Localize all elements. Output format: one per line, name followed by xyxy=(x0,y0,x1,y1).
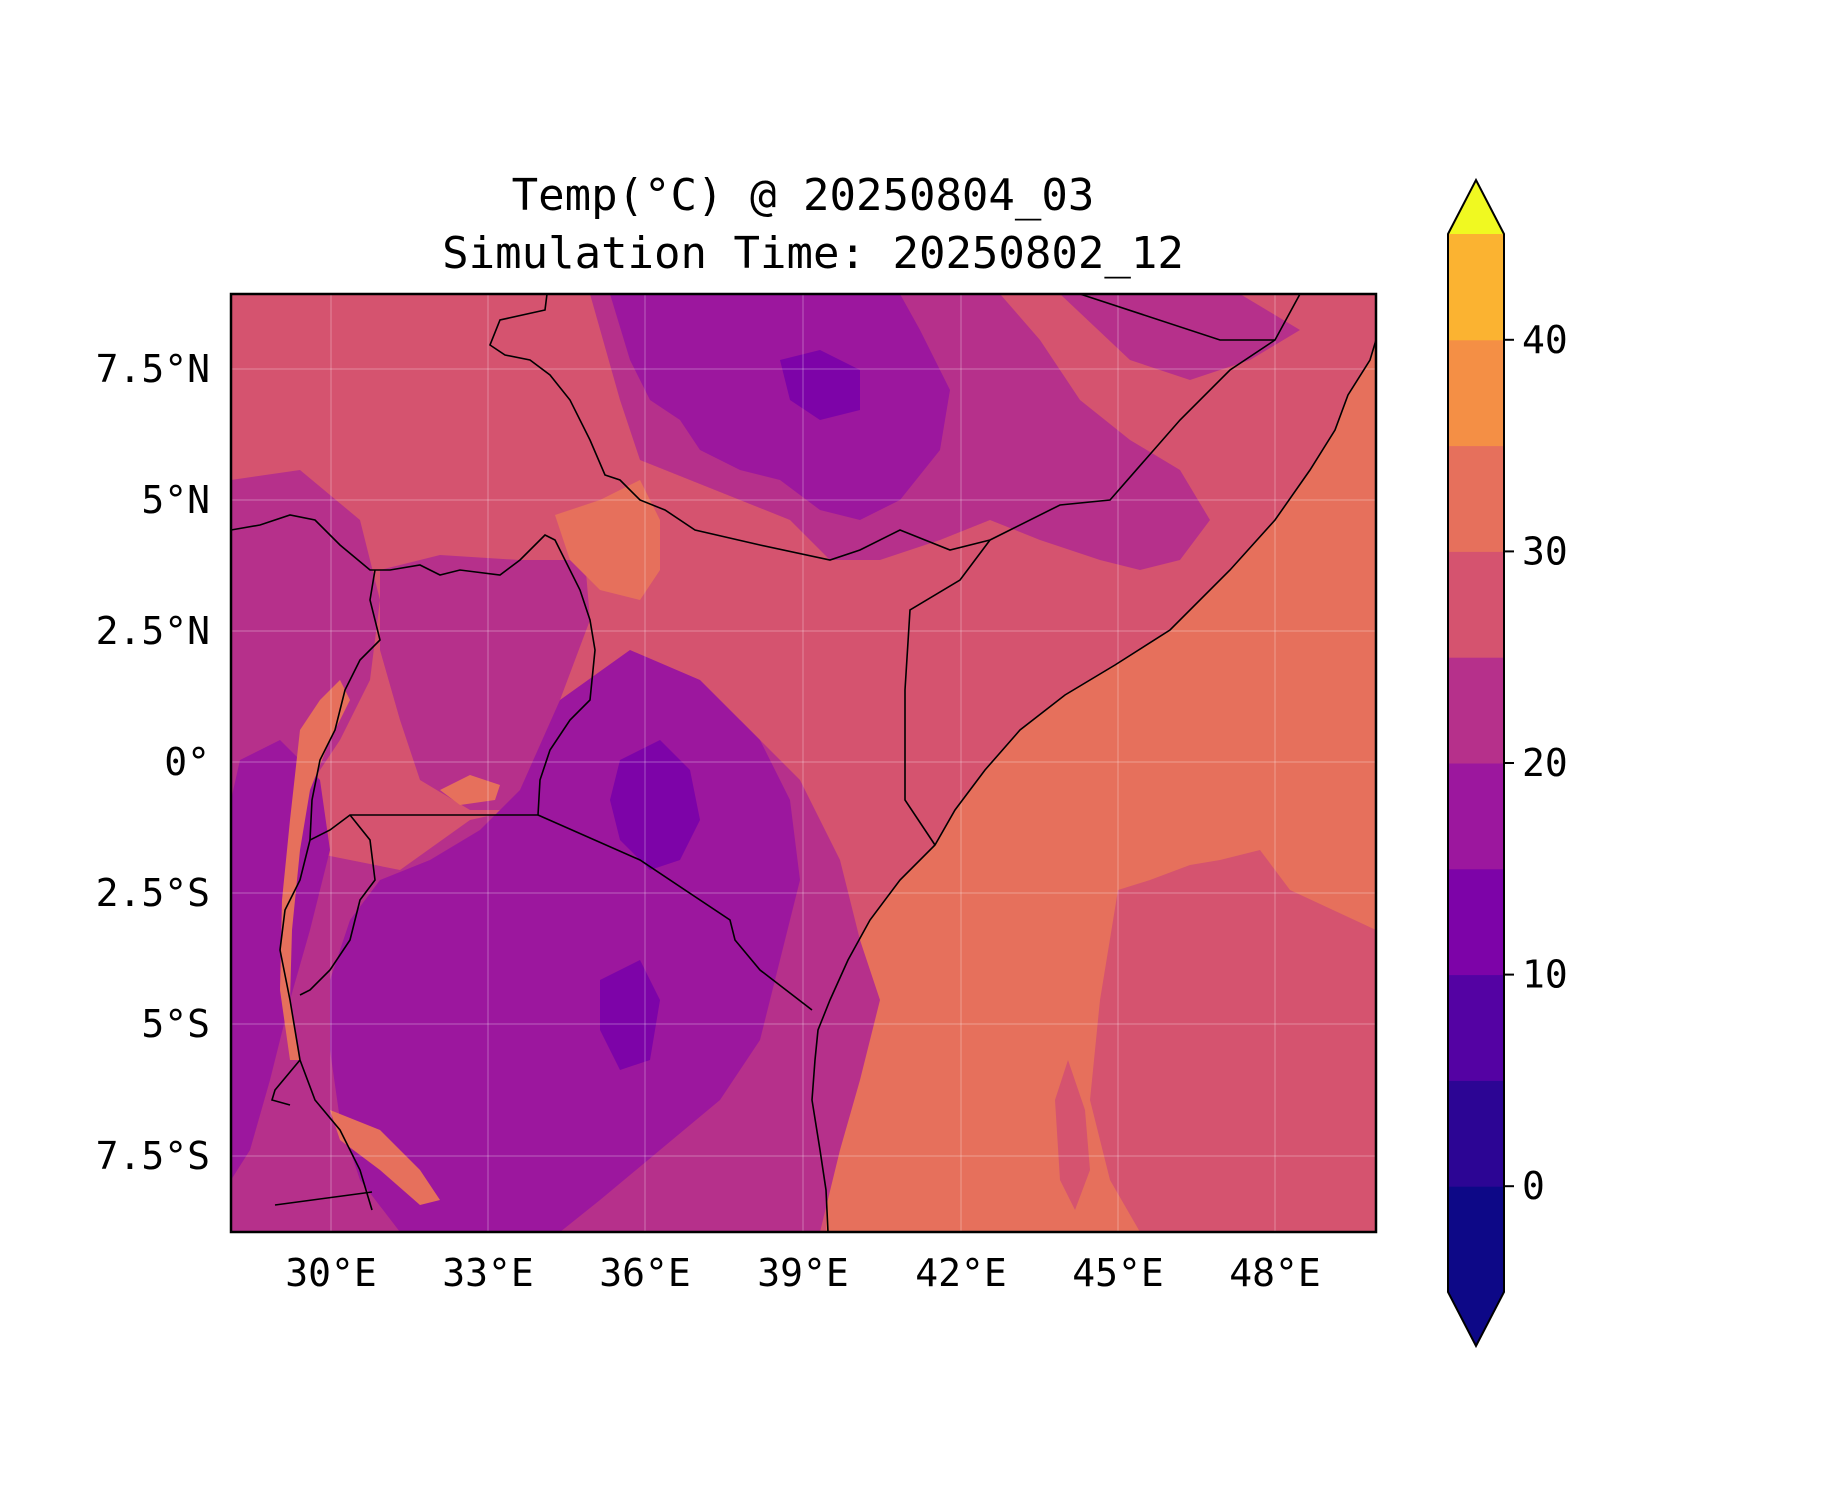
colorbar-tick-label: 20 xyxy=(1522,741,1568,785)
colorbar-tick-label: 30 xyxy=(1522,529,1568,573)
map-frame xyxy=(229,292,1378,1234)
colorbar-band xyxy=(1448,551,1504,658)
colorbar-band xyxy=(1448,1186,1504,1293)
map-gridlines xyxy=(231,294,1376,1232)
colorbar-band xyxy=(1448,868,1504,976)
field-25-30-turkana xyxy=(555,480,660,600)
colorbar-extend-high xyxy=(1448,180,1504,234)
lon-tick-33E: 33°E xyxy=(442,1251,534,1295)
colorbar: 0 10 20 30 40 xyxy=(1447,177,1568,1349)
colorbar-band xyxy=(1448,763,1504,870)
lat-tick-5S: 5°S xyxy=(141,1002,210,1046)
lon-tick-39E: 39°E xyxy=(757,1251,849,1295)
field-10-15-ethiopia xyxy=(610,294,950,520)
field-10-15-rift-west xyxy=(231,740,330,1180)
field-5-10-ethiopia xyxy=(780,350,860,420)
ocean-cool-patch xyxy=(1090,850,1376,1232)
lon-tick-45E: 45°E xyxy=(1072,1251,1164,1295)
field-25-30-south-strip xyxy=(330,1110,440,1205)
field-15-20-somalia-ne xyxy=(1060,294,1300,380)
colorbar-extend-low xyxy=(1448,1292,1504,1346)
colorbar-band xyxy=(1448,339,1504,447)
colorbar-band xyxy=(1448,445,1504,552)
lat-tick-2-5N: 2.5°N xyxy=(96,609,210,653)
colorbar-tick-label: 40 xyxy=(1522,318,1568,362)
ocean-cool-lobe xyxy=(1055,1060,1090,1210)
lat-tick-2-5S: 2.5°S xyxy=(96,871,210,915)
map-panel xyxy=(231,294,1376,1232)
lat-tick-labels: 7.5°N 5°N 2.5°N 0° 2.5°S 5°S 7.5°S xyxy=(96,347,210,1178)
country-borders xyxy=(231,294,1376,1232)
colorbar-band xyxy=(1448,657,1504,764)
colorbar-band xyxy=(1448,1080,1504,1187)
field-5-10-kenya xyxy=(610,740,700,870)
colorbar-outline xyxy=(1447,177,1505,1349)
lat-tick-5N: 5°N xyxy=(141,478,210,522)
lon-tick-48E: 48°E xyxy=(1229,1251,1321,1295)
lat-tick-7-5S: 7.5°S xyxy=(96,1134,210,1178)
lon-tick-30E: 30°E xyxy=(285,1251,377,1295)
field-5-10-tanzania xyxy=(600,960,660,1070)
field-15-20-uganda xyxy=(380,555,590,810)
colorbar-band xyxy=(1448,974,1504,1081)
colorbar-band xyxy=(1448,234,1504,341)
field-25-30-rift-strip xyxy=(280,680,350,1060)
lon-tick-42E: 42°E xyxy=(915,1251,1007,1295)
lon-tick-labels: 30°E 33°E 36°E 39°E 42°E 45°E 48°E xyxy=(285,1251,1321,1295)
lat-tick-7-5N: 7.5°N xyxy=(96,347,210,391)
field-25-30-victoria-north xyxy=(440,775,500,805)
map-title: Temp(°C) @ 20250804_03 xyxy=(512,170,1095,221)
lon-tick-36E: 36°E xyxy=(599,1251,691,1295)
lat-tick-0: 0° xyxy=(164,740,210,784)
colorbar-tick-label: 0 xyxy=(1522,1164,1545,1208)
colorbar-tick-label: 10 xyxy=(1522,953,1568,997)
map-subtitle: Simulation Time: 20250802_12 xyxy=(442,228,1184,279)
